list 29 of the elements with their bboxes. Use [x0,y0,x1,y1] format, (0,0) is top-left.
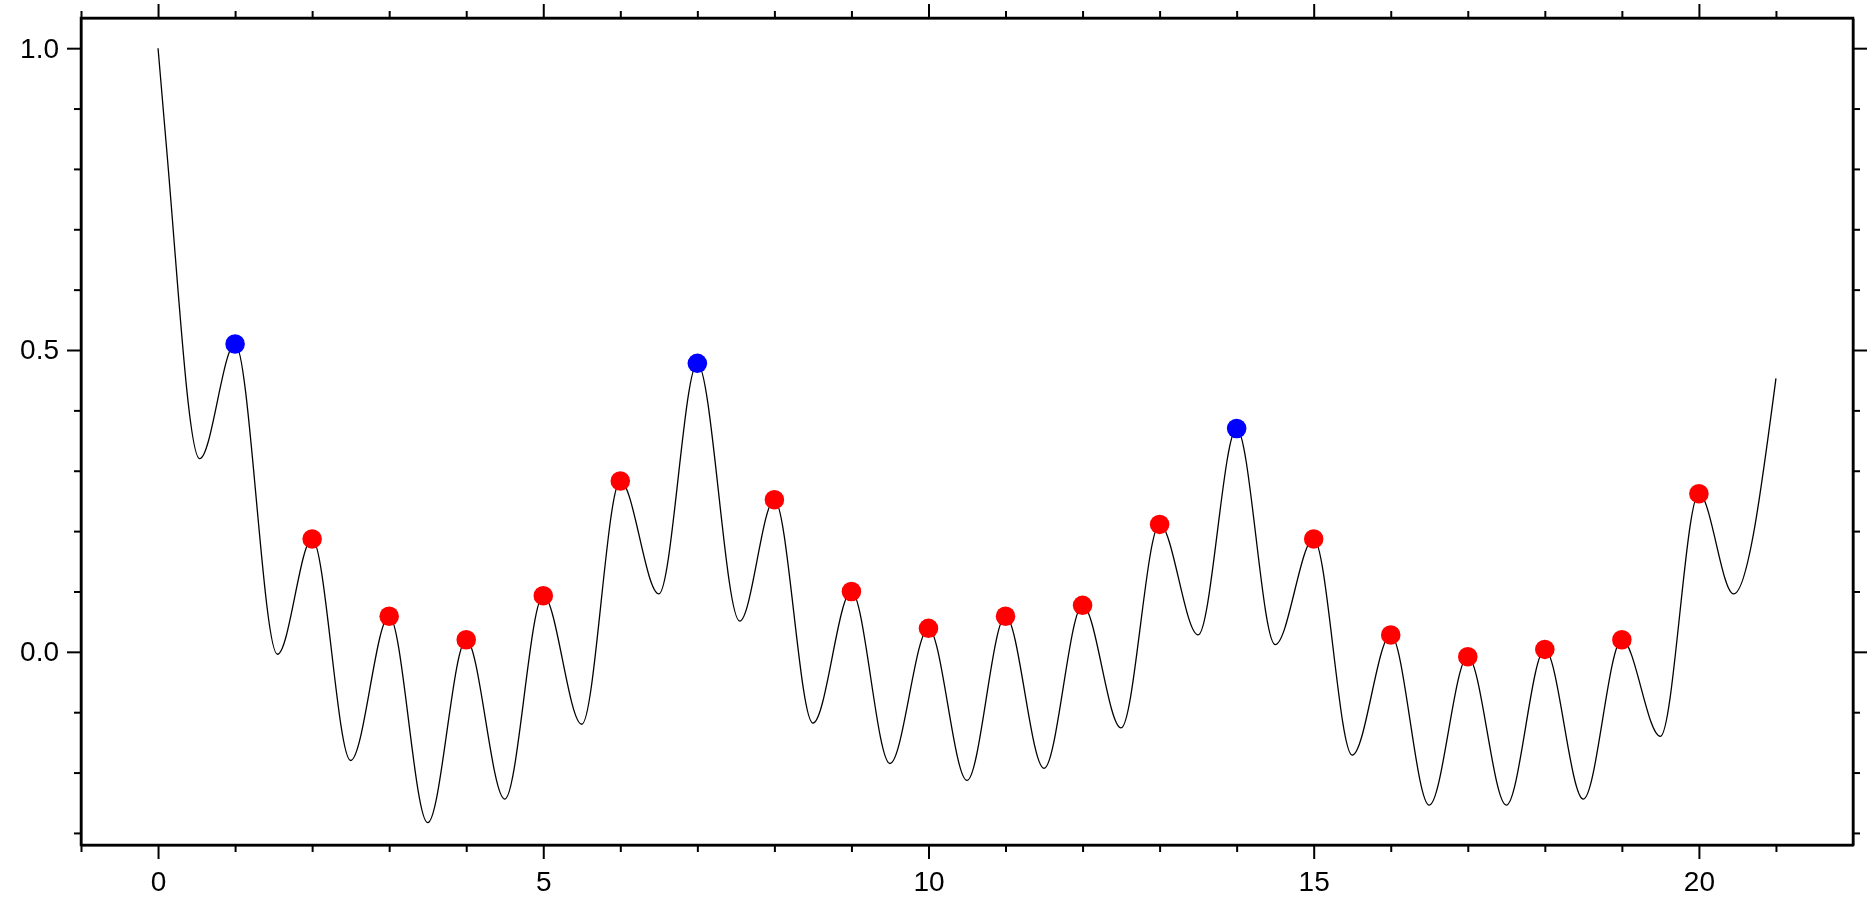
point [1612,630,1632,650]
point [1226,418,1247,439]
x-tick-label: 0 [150,865,167,897]
point [764,489,785,510]
point [225,334,245,354]
line-series [157,47,1777,824]
point [533,585,554,606]
y-tick-label: 1.0 [20,32,59,64]
point [379,606,399,626]
point [1303,529,1324,549]
point [995,606,1016,626]
point [1149,514,1170,535]
point [841,581,862,602]
point [1689,483,1709,504]
point [687,353,708,374]
x-tick-label: 20 [1683,865,1715,897]
x-tick-label: 5 [535,865,552,897]
x-tick-label: 10 [913,865,945,897]
point [918,618,939,639]
point [1380,625,1401,645]
y-tick-label: 0.5 [20,334,59,366]
point [610,471,631,491]
point [1072,595,1093,616]
point [1535,639,1555,660]
point [1458,646,1478,667]
point [302,529,322,549]
y-tick-label: 0.0 [20,636,59,668]
point [456,630,476,650]
x-tick-label: 15 [1298,865,1330,897]
